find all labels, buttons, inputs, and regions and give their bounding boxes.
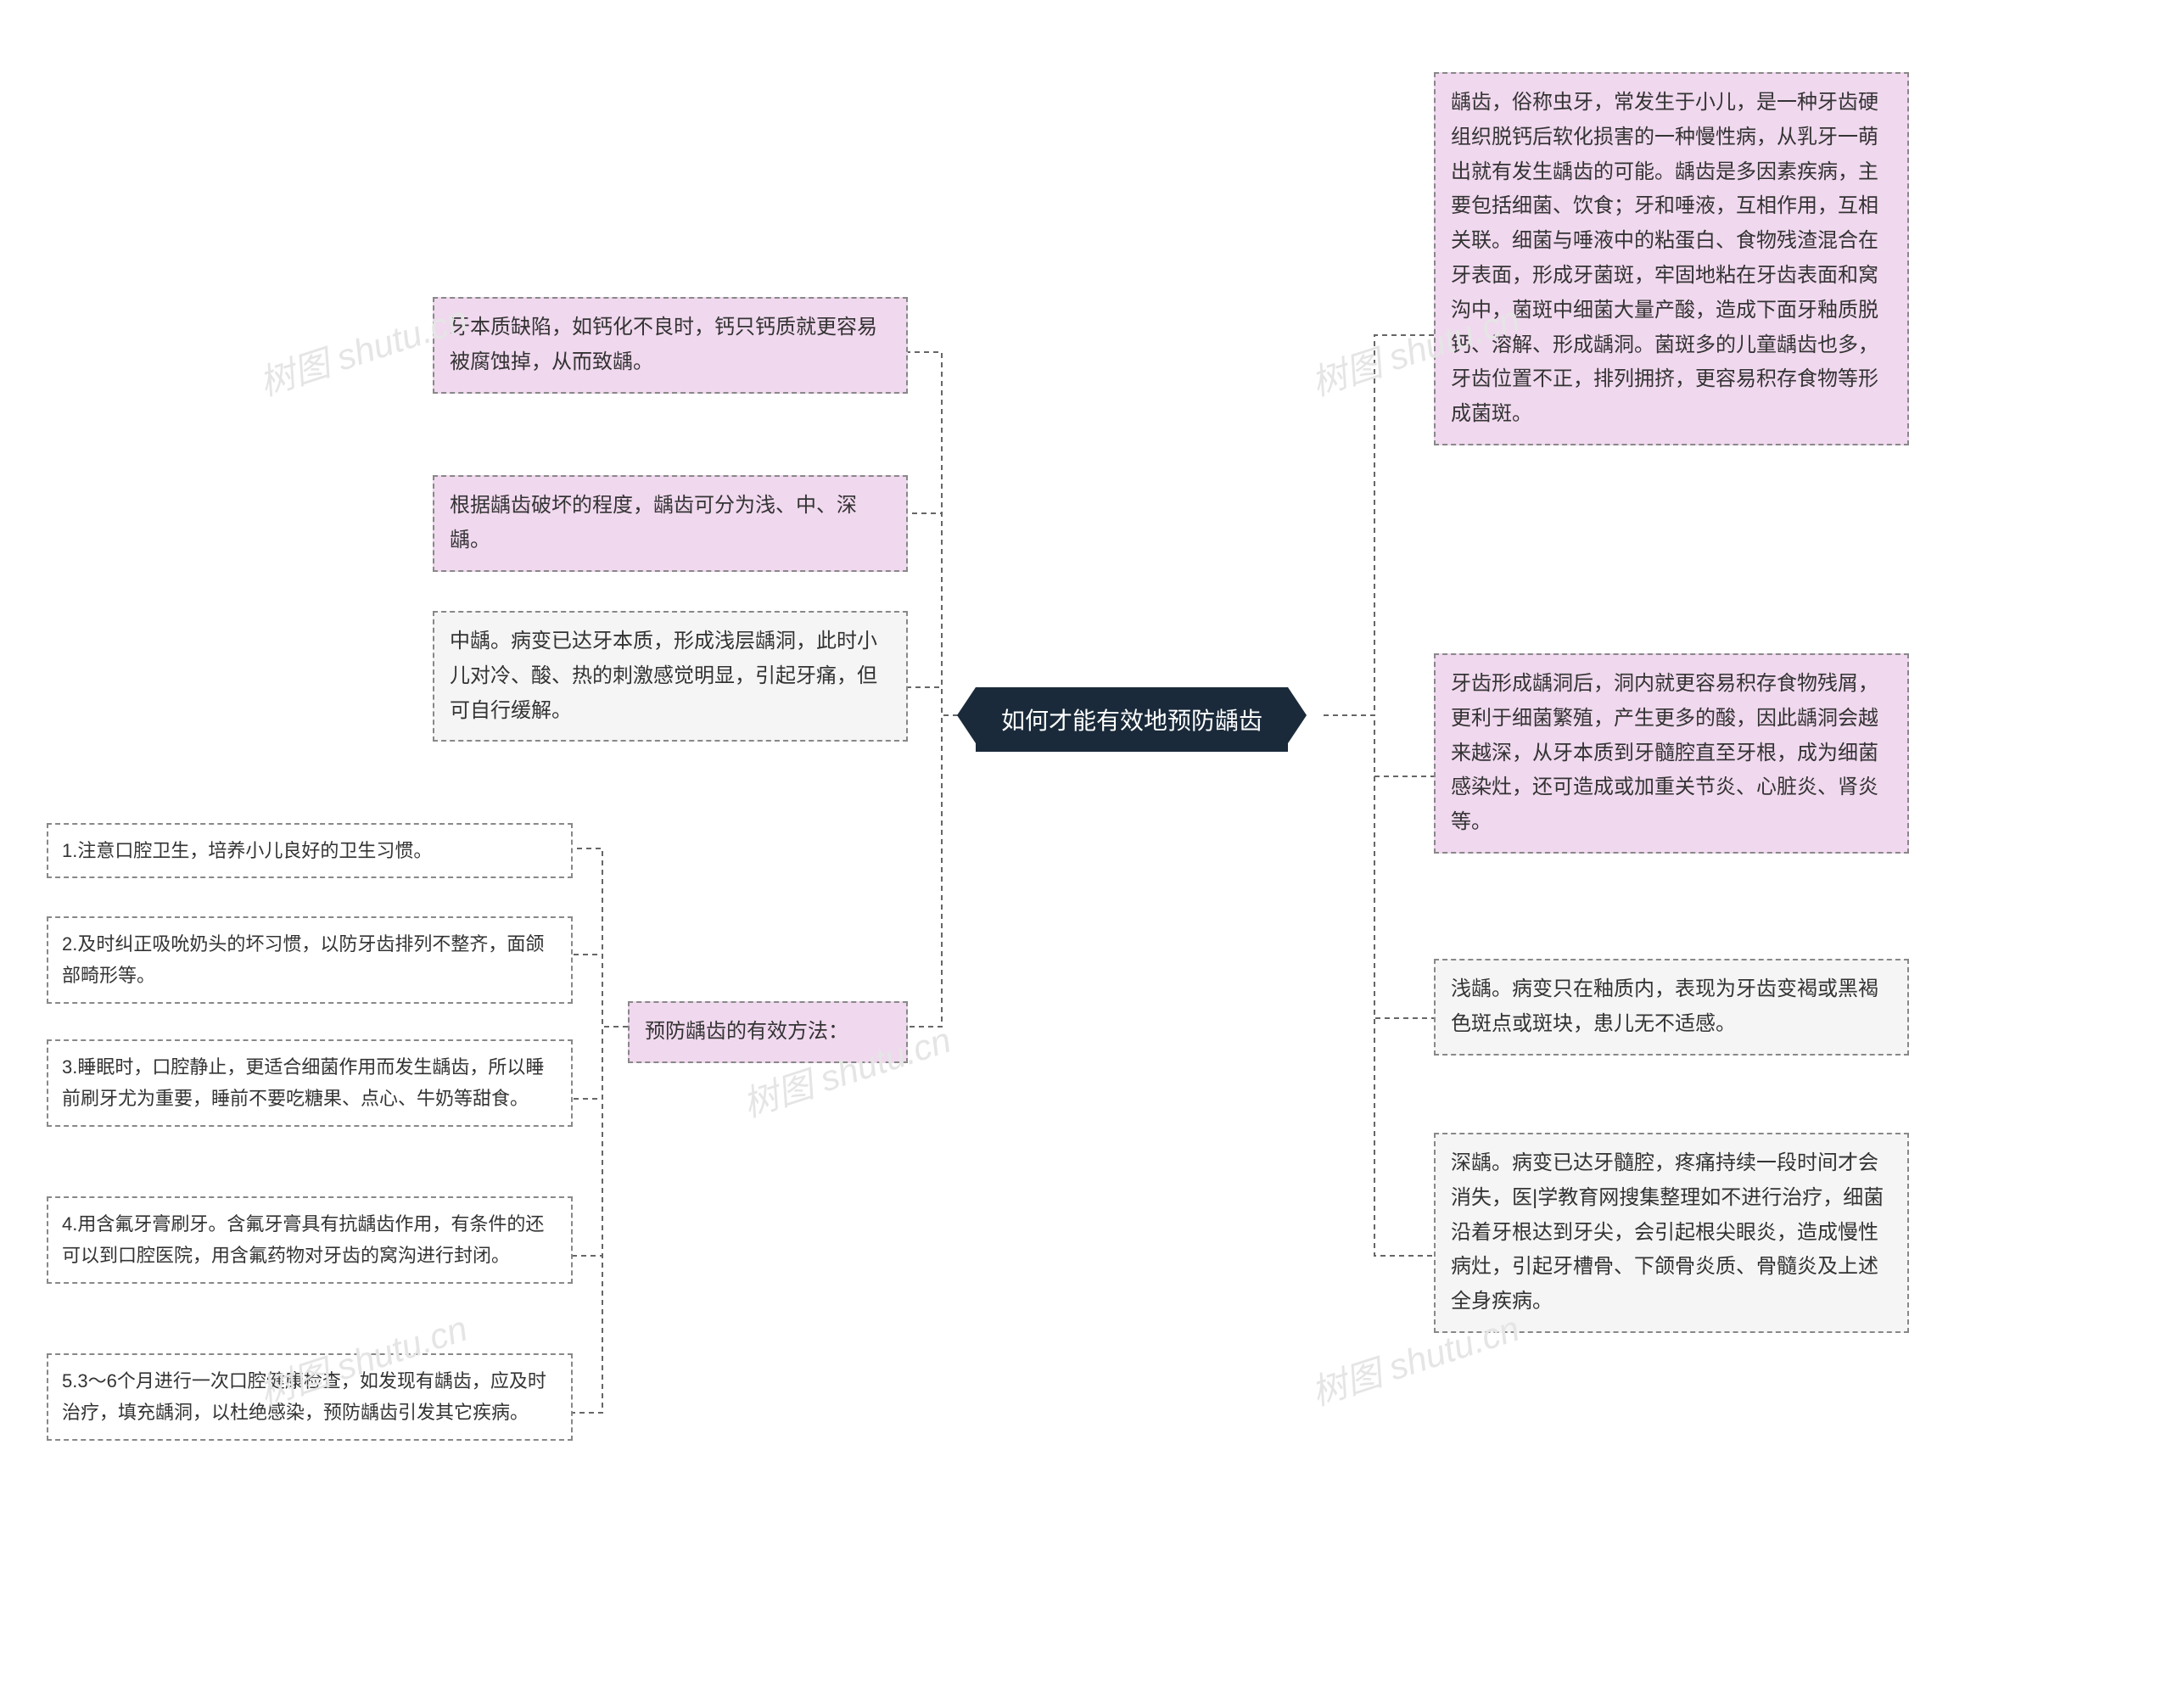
node-text: 中龋。病变已达牙本质，形成浅层龋洞，此时小儿对冷、酸、热的刺激感觉明显，引起牙痛… bbox=[450, 630, 877, 722]
node-r3: 浅龋。病变只在釉质内，表现为牙齿变褐或黑褐色斑点或斑块，患儿无不适感。 bbox=[1434, 959, 1909, 1056]
node-text: 4.用含氟牙膏刷牙。含氟牙膏具有抗龋齿作用，有条件的还可以到口腔医院，用含氟药物… bbox=[62, 1213, 544, 1266]
node-l1: 牙本质缺陷，如钙化不良时，钙只钙质就更容易被腐蚀掉，从而致龋。 bbox=[433, 297, 908, 394]
node-text: 根据龋齿破坏的程度，龋齿可分为浅、中、深龋。 bbox=[450, 494, 857, 552]
method-1: 1.注意口腔卫生，培养小儿良好的卫生习惯。 bbox=[47, 823, 573, 878]
node-text: 3.睡眠时，口腔静止，更适合细菌作用而发生龋齿，所以睡前刷牙尤为重要，睡前不要吃… bbox=[62, 1056, 544, 1109]
node-r1: 龋齿，俗称虫牙，常发生于小儿，是一种牙齿硬组织脱钙后软化损害的一种慢性病，从乳牙… bbox=[1434, 72, 1909, 445]
node-text: 5.3～6个月进行一次口腔健康检查，如发现有龋齿，应及时治疗，填充龋洞，以杜绝感… bbox=[62, 1370, 546, 1423]
node-r2: 牙齿形成龋洞后，洞内就更容易积存食物残屑，更利于细菌繁殖，产生更多的酸，因此龋洞… bbox=[1434, 653, 1909, 854]
node-text: 1.注意口腔卫生，培养小儿良好的卫生习惯。 bbox=[62, 840, 432, 861]
method-4: 4.用含氟牙膏刷牙。含氟牙膏具有抗龋齿作用，有条件的还可以到口腔医院，用含氟药物… bbox=[47, 1196, 573, 1284]
method-3: 3.睡眠时，口腔静止，更适合细菌作用而发生龋齿，所以睡前刷牙尤为重要，睡前不要吃… bbox=[47, 1039, 573, 1127]
node-l3: 中龋。病变已达牙本质，形成浅层龋洞，此时小儿对冷、酸、热的刺激感觉明显，引起牙痛… bbox=[433, 611, 908, 742]
method-2: 2.及时纠正吸吮奶头的坏习惯，以防牙齿排列不整齐，面颌部畸形等。 bbox=[47, 916, 573, 1004]
node-l2: 根据龋齿破坏的程度，龋齿可分为浅、中、深龋。 bbox=[433, 475, 908, 572]
node-l4-methods-heading: 预防龋齿的有效方法： bbox=[628, 1001, 908, 1063]
node-text: 2.及时纠正吸吮奶头的坏习惯，以防牙齿排列不整齐，面颌部畸形等。 bbox=[62, 933, 544, 986]
node-text: 深龋。病变已达牙髓腔，疼痛持续一段时间才会消失，医|学教育网搜集整理如不进行治疗… bbox=[1451, 1151, 1884, 1313]
node-r4: 深龋。病变已达牙髓腔，疼痛持续一段时间才会消失，医|学教育网搜集整理如不进行治疗… bbox=[1434, 1133, 1909, 1333]
center-label: 如何才能有效地预防龋齿 bbox=[1001, 708, 1262, 734]
center-node: 如何才能有效地预防龋齿 bbox=[976, 687, 1288, 752]
method-5: 5.3～6个月进行一次口腔健康检查，如发现有龋齿，应及时治疗，填充龋洞，以杜绝感… bbox=[47, 1353, 573, 1441]
node-text: 龋齿，俗称虫牙，常发生于小儿，是一种牙齿硬组织脱钙后软化损害的一种慢性病，从乳牙… bbox=[1451, 91, 1878, 425]
node-text: 牙齿形成龋洞后，洞内就更容易积存食物残屑，更利于细菌繁殖，产生更多的酸，因此龋洞… bbox=[1451, 672, 1878, 833]
node-text: 牙本质缺陷，如钙化不良时，钙只钙质就更容易被腐蚀掉，从而致龋。 bbox=[450, 316, 877, 373]
node-text: 浅龋。病变只在釉质内，表现为牙齿变褐或黑褐色斑点或斑块，患儿无不适感。 bbox=[1451, 977, 1878, 1035]
node-text: 预防龋齿的有效方法： bbox=[645, 1020, 848, 1043]
